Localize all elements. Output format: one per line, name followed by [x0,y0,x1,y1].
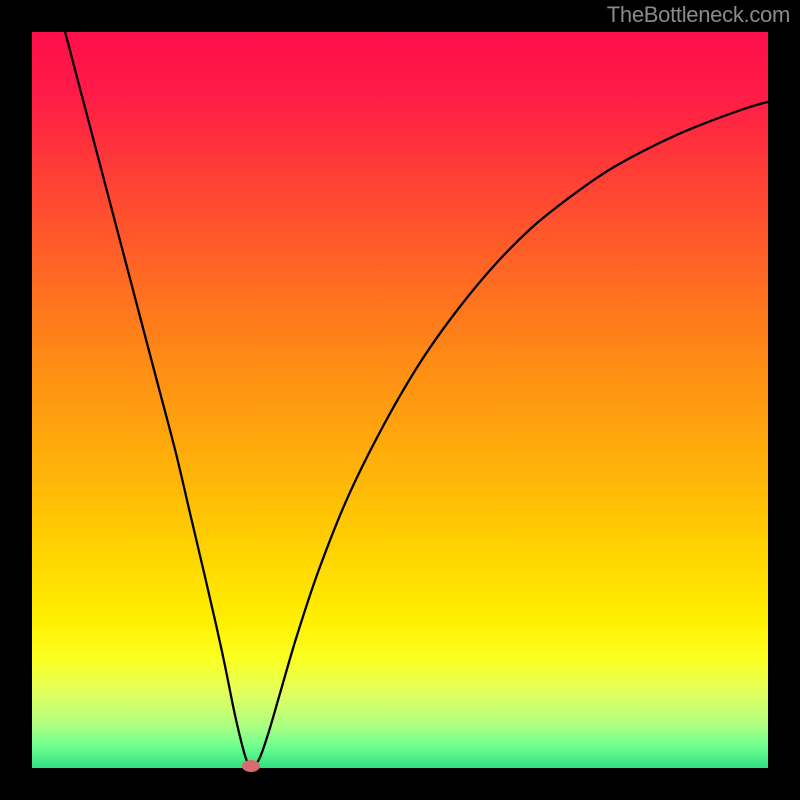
watermark-text: TheBottleneck.com [607,2,790,28]
curve-layer [0,0,800,800]
minimum-marker [242,760,260,772]
chart-container: TheBottleneck.com [0,0,800,800]
bottleneck-curve [65,32,768,767]
